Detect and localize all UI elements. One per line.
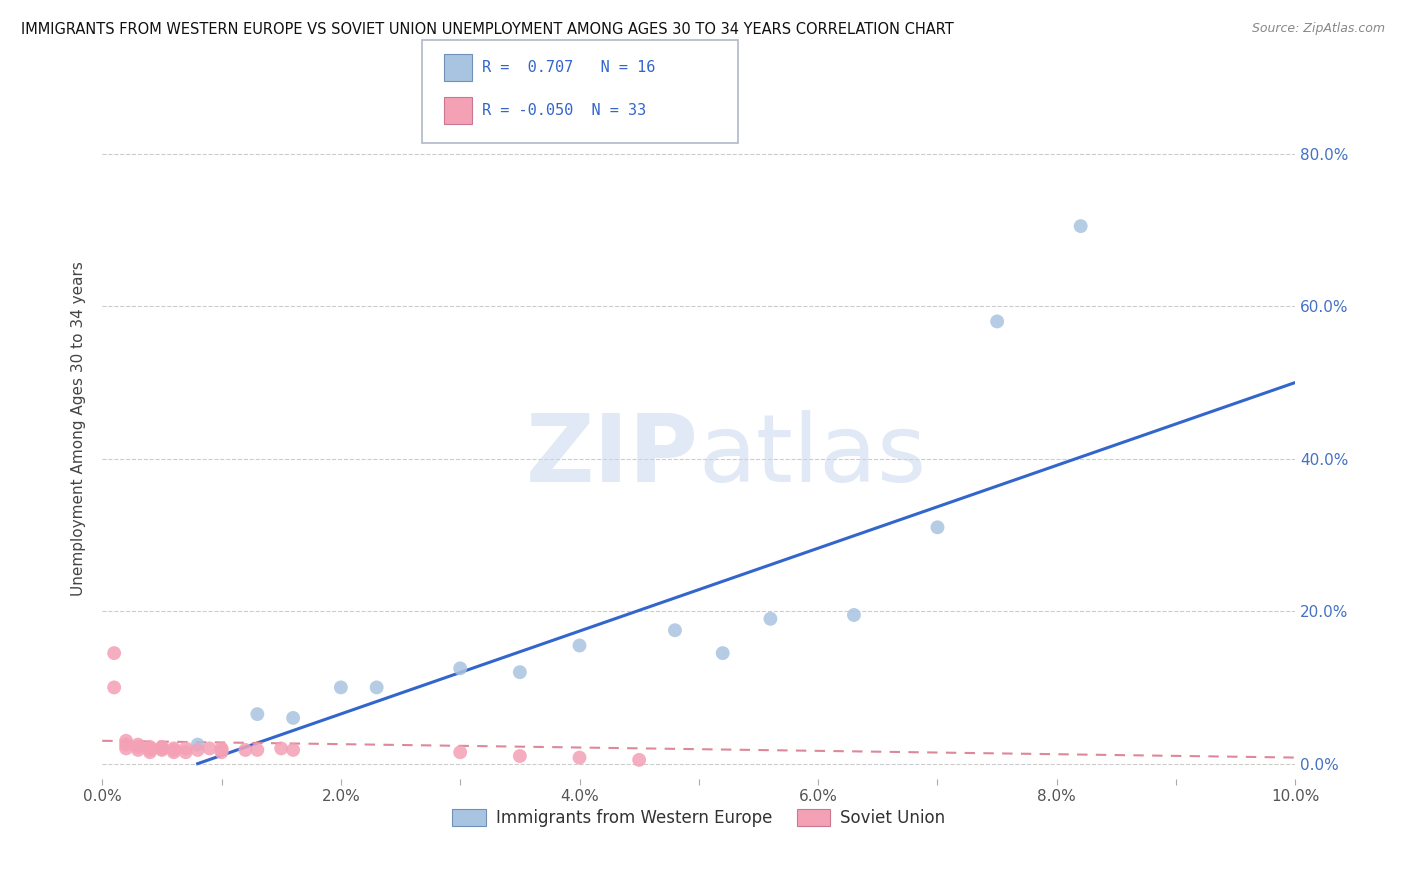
Point — [246, 707, 269, 722]
Text: R =  0.707   N = 16: R = 0.707 N = 16 — [482, 60, 655, 75]
Point — [211, 741, 233, 756]
Point — [174, 741, 197, 756]
Point — [163, 745, 186, 759]
Point — [927, 520, 949, 534]
Point — [163, 741, 186, 756]
Point — [198, 741, 221, 756]
Point — [366, 681, 388, 695]
Point — [281, 743, 304, 757]
Text: Source: ZipAtlas.com: Source: ZipAtlas.com — [1251, 22, 1385, 36]
Text: atlas: atlas — [699, 410, 927, 502]
Point — [139, 741, 162, 756]
Point — [449, 661, 471, 675]
Point — [163, 743, 186, 757]
Point — [759, 612, 782, 626]
Point — [211, 745, 233, 759]
Point — [187, 743, 209, 757]
Point — [115, 741, 138, 756]
Point — [509, 665, 531, 680]
Y-axis label: Unemployment Among Ages 30 to 34 years: Unemployment Among Ages 30 to 34 years — [72, 260, 86, 596]
Point — [235, 743, 257, 757]
Point — [664, 624, 686, 638]
Point — [329, 681, 352, 695]
Point — [127, 739, 149, 754]
Text: ZIP: ZIP — [526, 410, 699, 502]
Point — [711, 646, 734, 660]
Point — [568, 639, 591, 653]
Point — [150, 739, 173, 754]
Point — [628, 753, 651, 767]
Point — [211, 743, 233, 757]
Text: IMMIGRANTS FROM WESTERN EUROPE VS SOVIET UNION UNEMPLOYMENT AMONG AGES 30 TO 34 : IMMIGRANTS FROM WESTERN EUROPE VS SOVIET… — [21, 22, 953, 37]
Legend: Immigrants from Western Europe, Soviet Union: Immigrants from Western Europe, Soviet U… — [446, 802, 952, 834]
Point — [127, 738, 149, 752]
Point — [568, 750, 591, 764]
Point — [174, 745, 197, 759]
Point — [449, 745, 471, 759]
Point — [115, 738, 138, 752]
Point — [139, 745, 162, 759]
Point — [150, 741, 173, 756]
Point — [509, 749, 531, 764]
Point — [139, 739, 162, 754]
Point — [103, 681, 125, 695]
Point — [103, 646, 125, 660]
Text: R = -0.050  N = 33: R = -0.050 N = 33 — [482, 103, 647, 119]
Point — [127, 743, 149, 757]
Point — [150, 743, 173, 757]
Point — [270, 741, 292, 756]
Point — [842, 607, 865, 622]
Point — [986, 314, 1008, 328]
Point — [246, 743, 269, 757]
Point — [187, 738, 209, 752]
Point — [281, 711, 304, 725]
Point — [1070, 219, 1092, 234]
Point — [139, 743, 162, 757]
Point — [115, 733, 138, 747]
Point — [150, 741, 173, 756]
